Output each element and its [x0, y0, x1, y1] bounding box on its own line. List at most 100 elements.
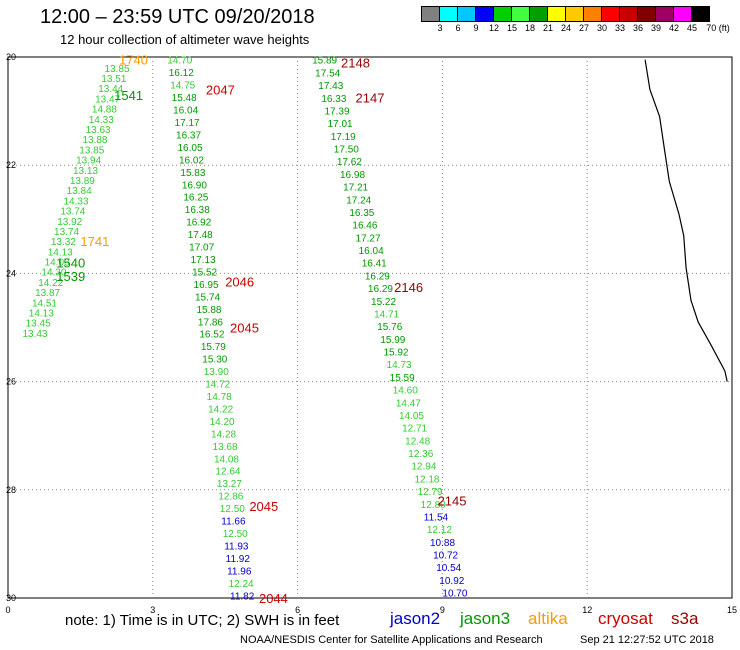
- wave-height-value: 13.51: [101, 74, 126, 85]
- colorbar-label: 21: [542, 23, 554, 33]
- wave-height-value: 11.96: [227, 566, 252, 577]
- wave-height-value: 13.74: [54, 227, 79, 238]
- wave-height-value: 13.13: [73, 166, 98, 177]
- wave-height-value: 14.03: [45, 258, 70, 269]
- wave-height-value: 12.12: [427, 525, 452, 536]
- wave-height-value: 17.01: [328, 119, 353, 130]
- wave-height-value: 11.66: [221, 517, 246, 528]
- wave-height-value: 11.82: [230, 591, 255, 602]
- colorbar-swatch: [691, 6, 710, 22]
- colorbar-label: 33: [614, 23, 626, 33]
- pass-time-label: 2044: [259, 591, 288, 606]
- wave-height-value: 16.02: [179, 155, 204, 166]
- wave-height-value: 14.60: [393, 386, 418, 397]
- wave-height-value: 17.21: [343, 183, 368, 194]
- wave-height-value: 13.85: [105, 64, 130, 75]
- colorbar-label: 3: [437, 23, 443, 33]
- colorbar-label: 39: [650, 23, 662, 33]
- x-tick-label: 0: [5, 605, 10, 615]
- wave-height-value: 17.27: [356, 233, 381, 244]
- wave-height-value: 14.22: [38, 278, 63, 289]
- wave-height-value: 17.54: [315, 68, 340, 79]
- wave-height-value: 16.46: [352, 221, 377, 232]
- wave-height-value: 13.84: [67, 186, 92, 197]
- legend-altika: altika: [528, 609, 568, 628]
- pass-time-label: 2046: [225, 275, 254, 290]
- wave-height-value: 13.88: [82, 135, 107, 146]
- wave-height-value: 12.50: [220, 504, 245, 515]
- wave-height-value: 10.54: [436, 563, 461, 574]
- wave-height-value: 14.72: [205, 380, 230, 391]
- wave-height-value: 13.27: [217, 479, 242, 490]
- x-tick-label: 15: [727, 605, 737, 615]
- wave-height-value: 10.92: [439, 576, 464, 587]
- wave-height-value: 11.54: [424, 512, 449, 523]
- wave-height-value: 14.13: [48, 247, 73, 258]
- wave-height-value: 15.92: [383, 348, 408, 359]
- colorbar-label: 27: [578, 23, 590, 33]
- wave-height-value: 14.20: [210, 417, 235, 428]
- wave-height-value: 12.50: [223, 529, 248, 540]
- coastline: [644, 59, 728, 382]
- wave-height-value: 16.90: [182, 180, 207, 191]
- wave-height-colorbar: [421, 6, 710, 22]
- colorbar-label: 42: [668, 23, 680, 33]
- pass-time-label: 2147: [356, 91, 385, 106]
- wave-height-value: 12.48: [405, 436, 430, 447]
- wave-height-value: 13.85: [79, 145, 104, 156]
- y-tick-label: 24: [6, 268, 16, 278]
- wave-height-value: 15.59: [390, 373, 415, 384]
- x-tick-label: 9: [440, 605, 445, 615]
- pass-time-label: 2145: [438, 494, 467, 509]
- wave-height-value: 17.24: [346, 195, 371, 206]
- satellite-legend: jason2: [390, 609, 440, 629]
- wave-height-value: 16.12: [169, 68, 194, 79]
- wave-height-value: 14.47: [396, 398, 421, 409]
- wave-height-value: 13.90: [204, 367, 229, 378]
- wave-height-value: 13.47: [95, 94, 120, 105]
- y-tick-label: 26: [6, 377, 16, 387]
- wave-height-value: 17.50: [334, 145, 359, 156]
- wave-height-value: 13.63: [86, 125, 111, 136]
- colorbar-label: 24: [560, 23, 572, 33]
- colorbar-labels: 3 6 9 12 15 18 21 24 27 30 33 36 39 42 45 70 (ft): [422, 23, 740, 35]
- wave-height-value: 17.48: [188, 230, 213, 241]
- wave-height-value: 15.30: [202, 355, 227, 366]
- satellite-legend-jason3: jason3: [460, 609, 510, 629]
- satellite-legend-altika: altika: [528, 609, 568, 629]
- wave-height-value: 16.92: [186, 218, 211, 229]
- wave-height-value: 13.43: [22, 329, 47, 340]
- wave-height-value: 16.41: [362, 259, 387, 270]
- wave-height-value: 12.24: [229, 579, 254, 590]
- wave-height-value: 16.95: [194, 280, 219, 291]
- pass-time-label: 1741: [80, 234, 109, 249]
- wave-height-value: 13.45: [26, 319, 51, 330]
- wave-height-value: 17.13: [191, 255, 216, 266]
- wave-height-value: 16.33: [321, 94, 346, 105]
- wave-height-value: 12.80: [421, 500, 446, 511]
- colorbar-label: 36: [632, 23, 644, 33]
- wave-height-value: 17.39: [324, 106, 349, 117]
- timestamp: Sep 21 12:27:52 UTC 2018: [580, 634, 714, 646]
- wave-height-value: 14.51: [32, 298, 57, 309]
- wave-height-value: 16.29: [365, 271, 390, 282]
- wave-height-value: 16.35: [349, 208, 374, 219]
- wave-height-value: 16.04: [359, 246, 384, 257]
- wave-height-value: 12.79: [418, 487, 443, 498]
- wave-height-value: 16.52: [199, 330, 224, 341]
- pass-time-label: 1540: [56, 256, 85, 271]
- wave-height-value: 16.38: [185, 205, 210, 216]
- wave-height-value: 17.19: [331, 132, 356, 143]
- wave-height-value: 12.94: [411, 462, 436, 473]
- wave-height-value: 12.18: [414, 474, 439, 485]
- y-tick-label: 30: [6, 593, 16, 603]
- footer-note: note: 1) Time is in UTC; 2) SWH is in fe…: [65, 612, 340, 629]
- wave-height-value: 15.22: [371, 297, 396, 308]
- wave-height-value: 15.76: [377, 322, 402, 333]
- wave-height-value: 15.74: [195, 292, 220, 303]
- x-tick-label: 6: [295, 605, 300, 615]
- wave-height-value: 11.93: [224, 541, 249, 552]
- wave-height-value: 14.33: [89, 115, 114, 126]
- pass-time-label: 2047: [206, 82, 235, 97]
